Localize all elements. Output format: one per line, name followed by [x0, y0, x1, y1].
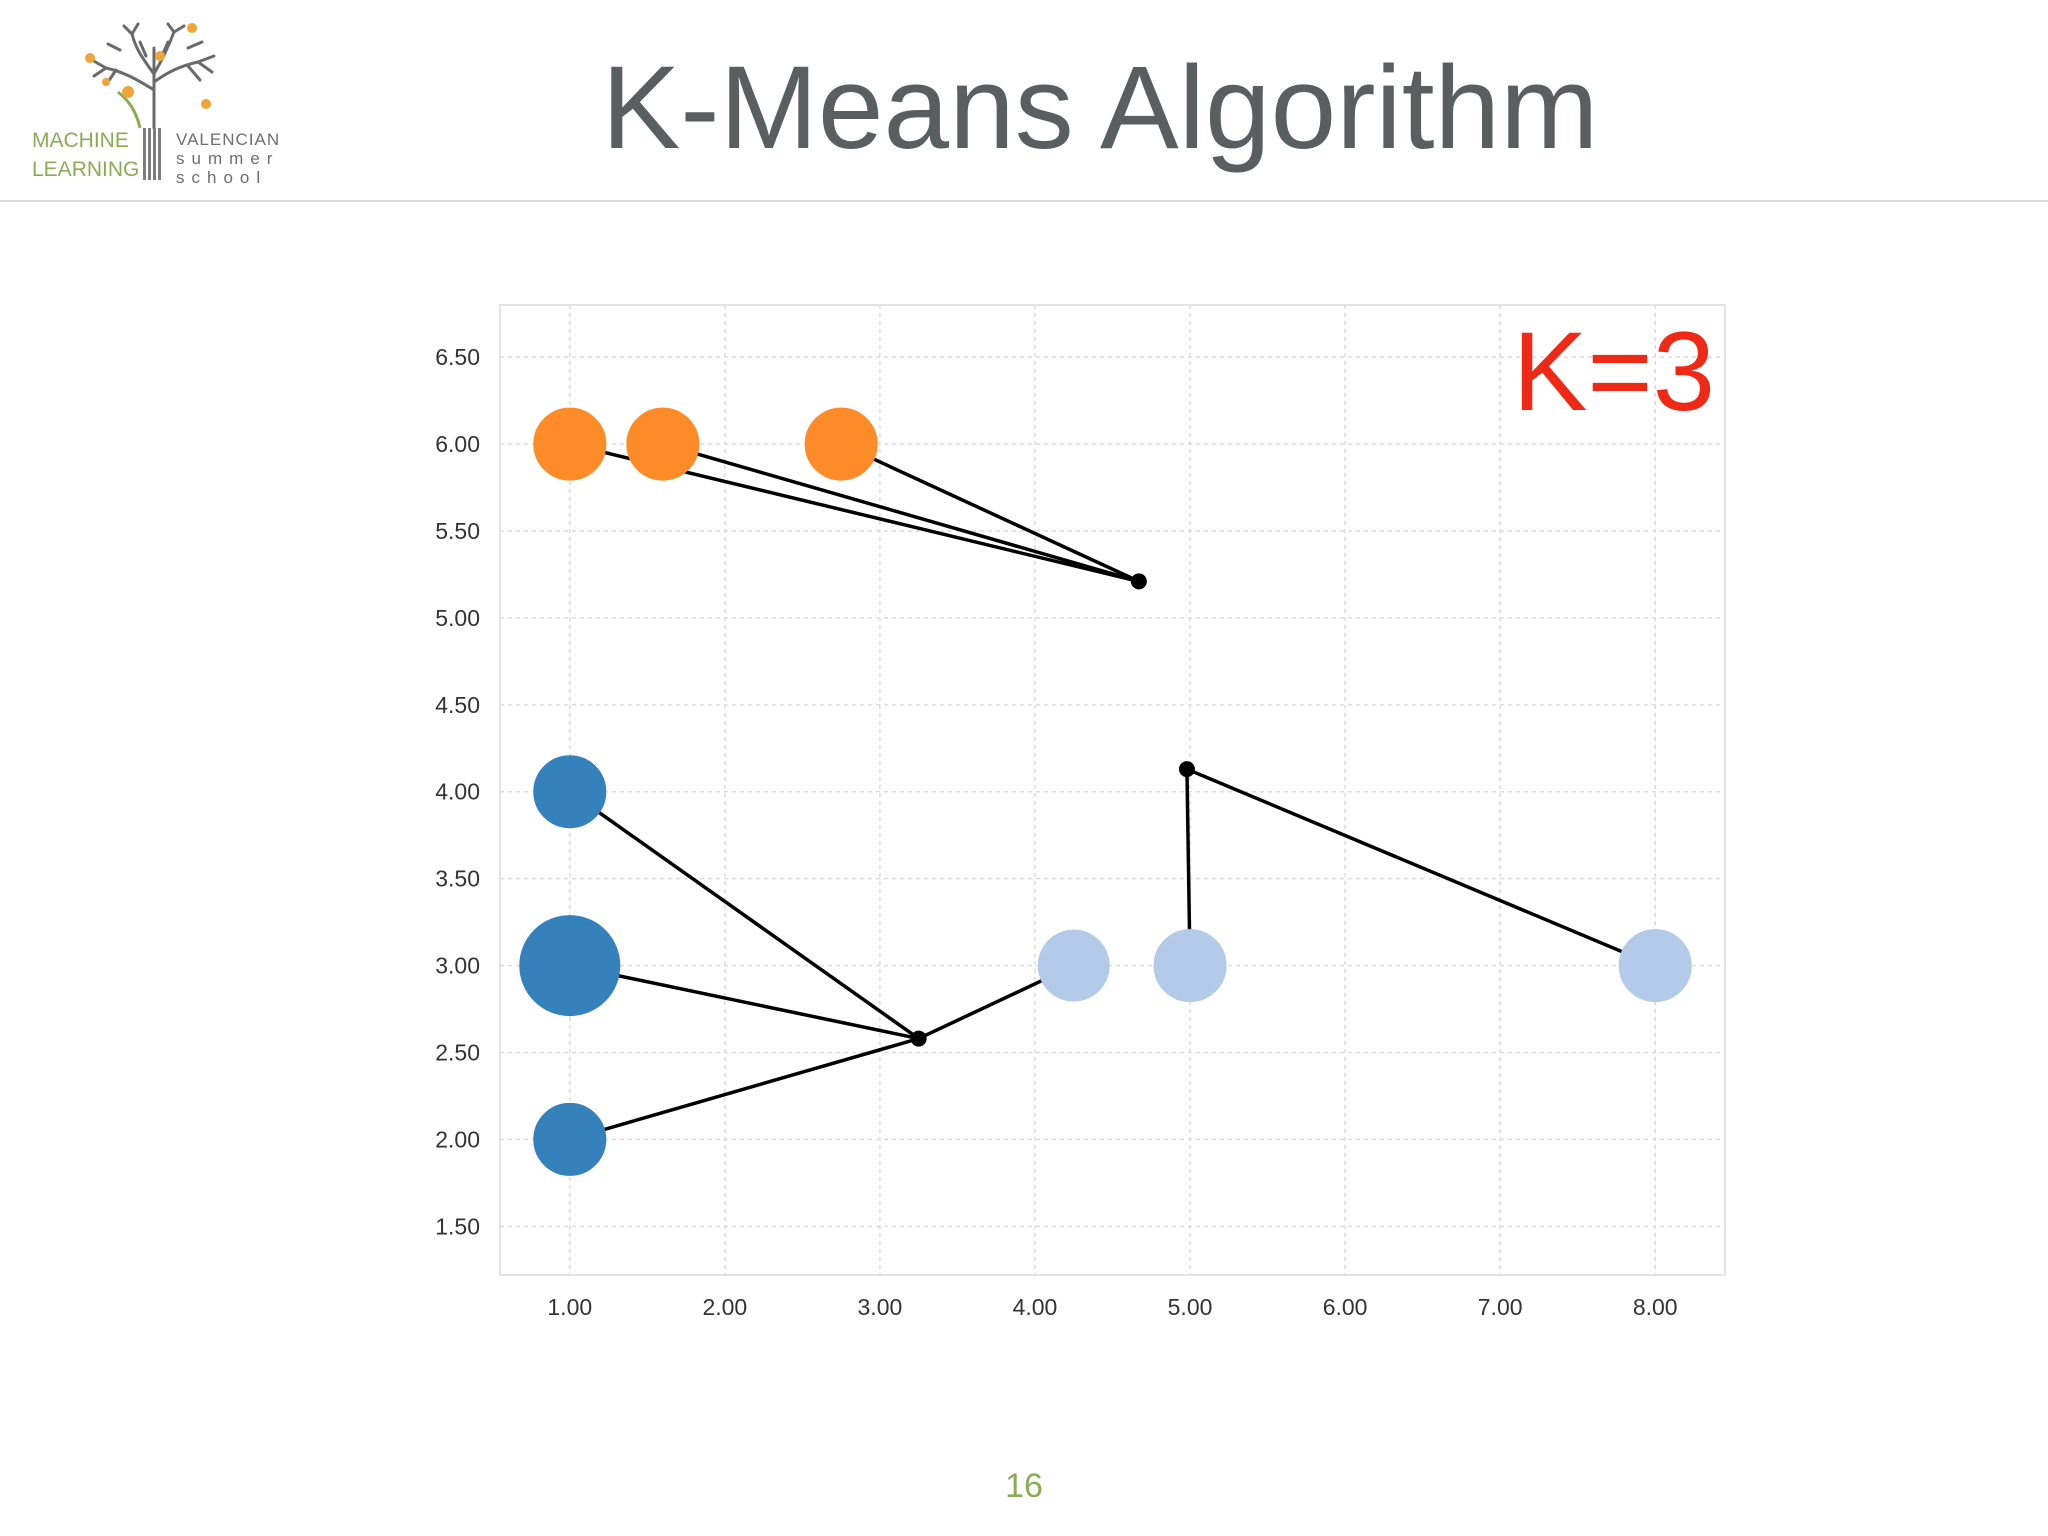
assignment-line [840, 442, 1140, 583]
assignment-line [569, 1036, 920, 1142]
plot-frame [499, 304, 1726, 1276]
page-number: 16 [1005, 1467, 1043, 1505]
slide-title: K-Means Algorithm [601, 42, 1599, 174]
assignment-line [662, 442, 1140, 584]
data-point [1618, 929, 1692, 1003]
logo-bars [143, 128, 167, 180]
logo: MACHINE LEARNING VALENCIAN summer school [28, 20, 298, 190]
y-tick-label: 3.00 [435, 953, 480, 979]
data-point [533, 755, 607, 829]
data-point [1153, 929, 1227, 1003]
y-tick-label: 5.50 [435, 518, 480, 544]
k-annotation: K=3 [1513, 309, 1715, 434]
x-tick-label: 4.00 [1013, 1294, 1058, 1320]
data-point [519, 915, 621, 1017]
x-tick-label: 7.00 [1478, 1294, 1523, 1320]
y-tick-label: 6.00 [435, 431, 480, 457]
chart-svg: 1.00 2.00 3.00 4.00 5.00 6.00 7.00 8.00 1.50 2.00… [435, 304, 1726, 1320]
x-tick-label: 3.00 [858, 1294, 903, 1320]
x-tick-label: 1.00 [547, 1294, 592, 1320]
logo-school-line2: summer [176, 149, 280, 168]
y-tick-label: 1.50 [435, 1213, 480, 1239]
y-tick-label: 6.50 [435, 344, 480, 370]
centroid-marker [910, 1030, 927, 1047]
data-point [804, 407, 878, 481]
logo-ml-text: MACHINE LEARNING [32, 126, 139, 184]
data-point [533, 407, 607, 481]
y-tick-label: 5.00 [435, 605, 480, 631]
kmeans-scatter-chart: 1.00 2.00 3.00 4.00 5.00 6.00 7.00 8.00 1.50 2.00… [420, 290, 1750, 1370]
y-tick-label: 3.50 [435, 866, 480, 892]
data-point [1037, 929, 1110, 1002]
y-tick-label: 4.50 [435, 692, 480, 718]
y-tick-label: 2.00 [435, 1126, 480, 1152]
y-tick-label: 2.50 [435, 1039, 480, 1065]
centroid-marker [1178, 761, 1195, 778]
logo-line1: MACHINE [32, 129, 129, 152]
x-tick-label: 6.00 [1323, 1294, 1368, 1320]
logo-line2: LEARNING [32, 158, 140, 181]
data-point [626, 407, 700, 481]
data-point [533, 1102, 607, 1176]
y-tick-label: 4.00 [435, 779, 480, 805]
x-tick-label: 5.00 [1168, 1294, 1213, 1320]
x-tick-label: 8.00 [1633, 1294, 1678, 1320]
centroid-marker [1130, 573, 1147, 590]
logo-school-line1: VALENCIAN [176, 130, 281, 149]
header-divider [0, 200, 2048, 202]
assignment-line [569, 963, 920, 1041]
slide-header: MACHINE LEARNING VALENCIAN summer school… [0, 0, 2048, 202]
tree-icon [85, 22, 216, 130]
assignment-line [1186, 767, 1656, 968]
logo-school-text: VALENCIAN summer school [176, 130, 280, 187]
logo-school-line3: school [176, 168, 268, 187]
chart-container: 1.00 2.00 3.00 4.00 5.00 6.00 7.00 8.00 1.50 2.00… [420, 290, 1750, 1370]
x-tick-label: 2.00 [702, 1294, 747, 1320]
assignment-line [568, 790, 920, 1041]
